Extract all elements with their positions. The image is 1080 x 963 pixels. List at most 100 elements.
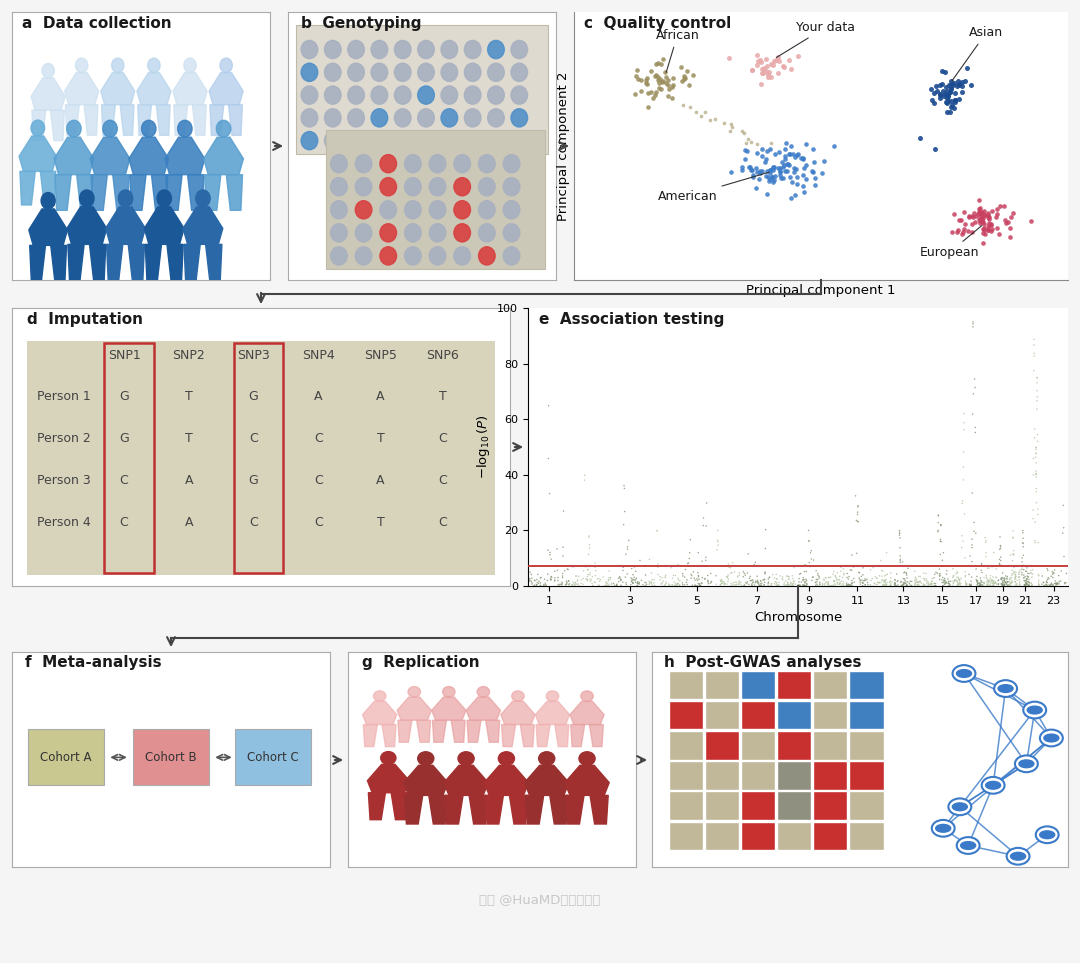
- Point: [698, 495, 715, 510]
- Point: [755, 572, 772, 587]
- Point: [724, 555, 741, 570]
- Point: [755, 572, 772, 587]
- Point: [780, 569, 797, 585]
- Point: [1015, 562, 1032, 578]
- Bar: [813, 821, 848, 849]
- Point: [729, 569, 746, 585]
- Point: [995, 575, 1012, 590]
- Point: [782, 575, 799, 590]
- Circle shape: [1011, 852, 1026, 860]
- Point: [969, 576, 986, 591]
- Point: [945, 206, 962, 221]
- Point: [768, 576, 785, 591]
- Point: [942, 85, 959, 100]
- Point: [826, 577, 843, 592]
- Point: [625, 572, 643, 587]
- Point: [814, 578, 832, 593]
- Point: [1053, 563, 1070, 579]
- Point: [748, 165, 766, 180]
- Point: [647, 56, 664, 71]
- Point: [608, 577, 625, 592]
- Point: [742, 569, 759, 585]
- Point: [546, 563, 564, 579]
- Point: [657, 577, 674, 592]
- Ellipse shape: [330, 247, 348, 265]
- Point: [1003, 575, 1021, 590]
- Point: [660, 88, 677, 103]
- Point: [1011, 562, 1028, 578]
- Point: [769, 161, 786, 176]
- Point: [881, 574, 899, 589]
- Point: [1028, 370, 1045, 385]
- Point: [746, 557, 764, 572]
- Point: [733, 123, 751, 139]
- Point: [591, 571, 608, 586]
- Polygon shape: [68, 245, 84, 280]
- Point: [1001, 576, 1018, 591]
- Point: [795, 570, 812, 586]
- Point: [1017, 577, 1035, 592]
- Point: [1028, 370, 1045, 385]
- Point: [969, 573, 986, 588]
- Polygon shape: [590, 724, 604, 746]
- Point: [576, 468, 593, 483]
- Point: [1030, 573, 1048, 588]
- Point: [1029, 433, 1047, 449]
- Point: [954, 78, 971, 93]
- Text: C: C: [314, 432, 323, 445]
- Point: [1017, 577, 1035, 592]
- Point: [1056, 576, 1074, 591]
- Ellipse shape: [348, 132, 364, 150]
- Point: [811, 577, 828, 592]
- Point: [740, 577, 757, 592]
- Point: [891, 526, 908, 541]
- Point: [1030, 575, 1048, 590]
- Point: [658, 76, 675, 91]
- Ellipse shape: [330, 177, 348, 195]
- Point: [1011, 564, 1028, 580]
- Point: [993, 576, 1010, 591]
- Point: [1038, 574, 1055, 589]
- Point: [796, 575, 813, 590]
- Point: [963, 208, 981, 223]
- Point: [735, 577, 753, 592]
- Point: [723, 578, 740, 593]
- Point: [731, 565, 748, 581]
- Point: [721, 560, 739, 576]
- Point: [983, 572, 1000, 587]
- Bar: [741, 701, 775, 729]
- Point: [748, 574, 766, 589]
- Point: [941, 578, 958, 593]
- Point: [936, 575, 954, 590]
- Point: [996, 577, 1013, 592]
- Point: [690, 571, 707, 586]
- Point: [762, 578, 780, 593]
- Point: [624, 572, 642, 587]
- Point: [724, 119, 741, 135]
- Point: [971, 204, 988, 220]
- Point: [856, 577, 874, 592]
- Text: Cohort B: Cohort B: [145, 751, 197, 764]
- Polygon shape: [120, 105, 134, 135]
- Ellipse shape: [429, 200, 446, 219]
- Point: [797, 578, 814, 593]
- Point: [626, 560, 644, 575]
- Point: [993, 577, 1010, 592]
- Point: [972, 578, 989, 593]
- Ellipse shape: [67, 120, 81, 137]
- Point: [1007, 570, 1024, 586]
- Point: [753, 142, 770, 157]
- Point: [1010, 570, 1027, 586]
- Point: [648, 523, 665, 538]
- Point: [551, 578, 568, 593]
- Point: [869, 575, 887, 590]
- Point: [943, 99, 960, 115]
- Point: [987, 559, 1004, 574]
- Ellipse shape: [512, 690, 524, 701]
- Ellipse shape: [80, 190, 94, 207]
- Point: [719, 570, 737, 586]
- Point: [552, 577, 569, 592]
- Point: [603, 576, 620, 591]
- Point: [955, 224, 972, 240]
- Point: [578, 571, 595, 586]
